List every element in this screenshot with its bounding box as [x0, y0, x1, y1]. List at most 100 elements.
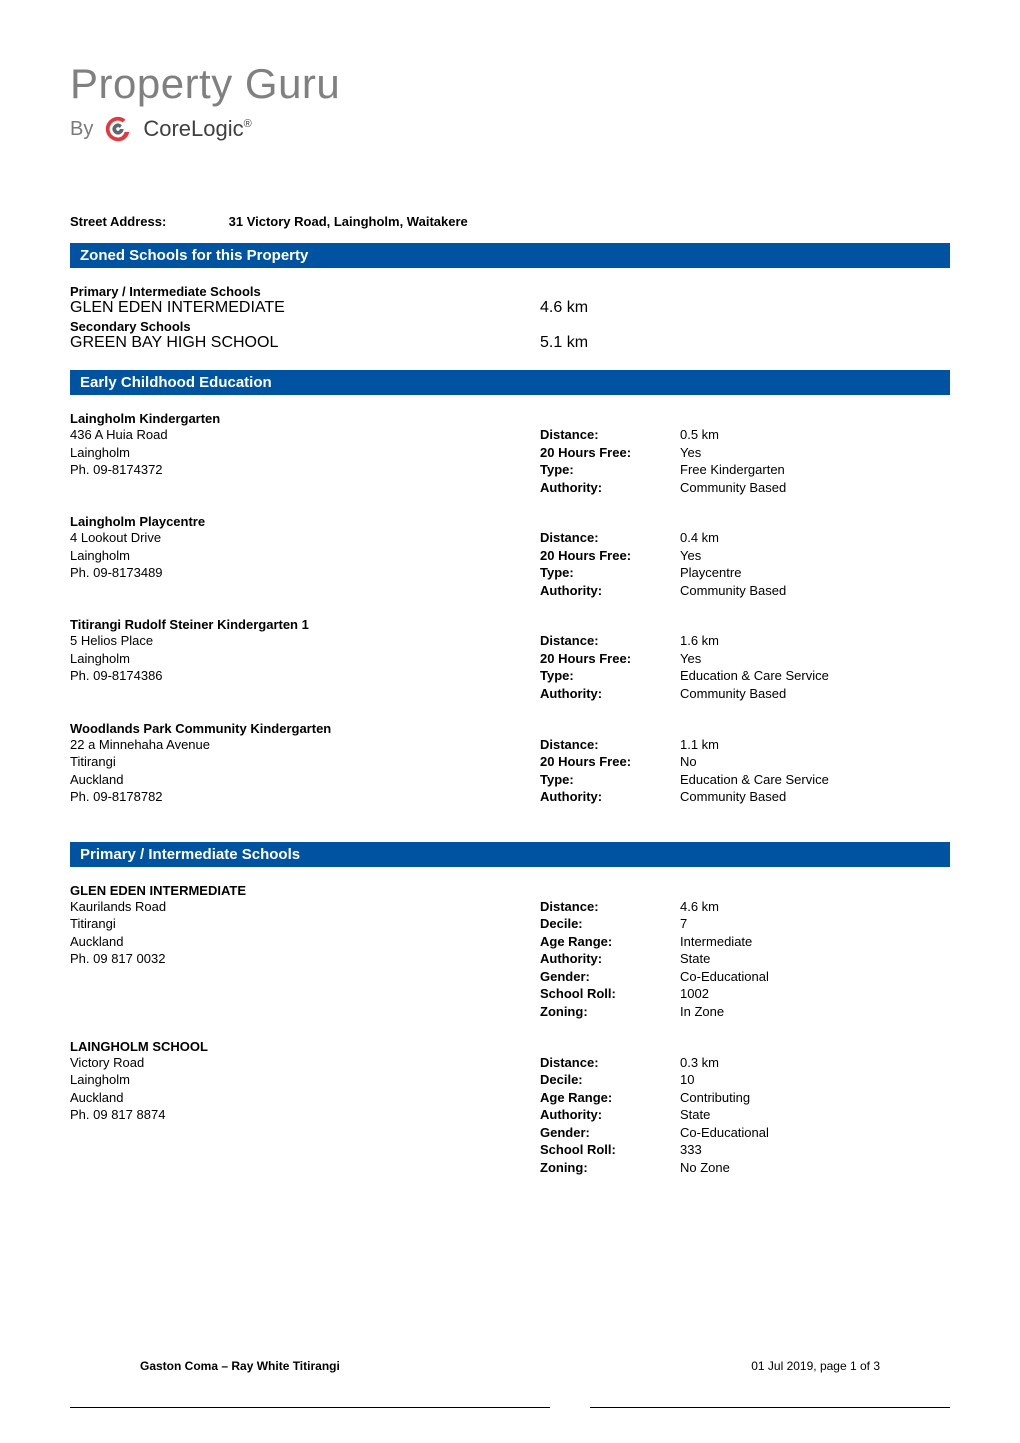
ece-address-line: 22 a Minnehaha Avenue — [70, 736, 540, 754]
zoned-school-name: GLEN EDEN INTERMEDIATE — [70, 299, 540, 317]
ece-item: Laingholm Kindergarten436 A Huia RoadLai… — [70, 411, 950, 496]
ece-item-row: 5 Helios PlaceLaingholmPh. 09-8174386Dis… — [70, 632, 950, 702]
primary-kv-row: Gender:Co-Educational — [540, 1124, 769, 1142]
primary-kv-row: Age Range:Contributing — [540, 1089, 769, 1107]
zoned-school-dist: 4.6 km — [540, 299, 950, 317]
ece-kv-value: Yes — [680, 650, 701, 668]
ece-kv-key: Type: — [540, 667, 680, 685]
ece-kv-key: Authority: — [540, 479, 680, 497]
ece-kv-value: 0.5 km — [680, 426, 719, 444]
primary-address-line: Kaurilands Road — [70, 898, 540, 916]
logo-brand-text: CoreLogic® — [143, 116, 251, 142]
primary-kv-value: 1002 — [680, 985, 709, 1003]
zoned-school-row: GLEN EDEN INTERMEDIATE 4.6 km — [70, 299, 950, 317]
section-bar-primary: Primary / Intermediate Schools — [70, 842, 950, 867]
ece-kv-row: Authority:Community Based — [540, 685, 829, 703]
ece-address-line: Laingholm — [70, 547, 540, 565]
ece-kv-row: Type:Playcentre — [540, 564, 786, 582]
ece-item-address: 22 a Minnehaha AvenueTitirangiAucklandPh… — [70, 736, 540, 806]
primary-school-item: LAINGHOLM SCHOOLVictory RoadLaingholmAuc… — [70, 1039, 950, 1177]
ece-item-details: Distance:1.6 km20 Hours Free:YesType:Edu… — [540, 632, 829, 702]
zoned-schools-block: Primary / Intermediate Schools GLEN EDEN… — [70, 284, 950, 352]
ece-address-line: Auckland — [70, 771, 540, 789]
primary-kv-key: Age Range: — [540, 933, 680, 951]
ece-address-line: 4 Lookout Drive — [70, 529, 540, 547]
primary-kv-row: Age Range:Intermediate — [540, 933, 769, 951]
ece-kv-key: Distance: — [540, 529, 680, 547]
zoned-school-dist: 5.1 km — [540, 334, 950, 352]
primary-kv-key: School Roll: — [540, 1141, 680, 1159]
street-address-value: 31 Victory Road, Laingholm, Waitakere — [229, 214, 468, 229]
primary-school-name: LAINGHOLM SCHOOL — [70, 1039, 950, 1054]
primary-school-address: Victory RoadLaingholmAucklandPh. 09 817 … — [70, 1054, 540, 1177]
ece-kv-row: Distance:0.5 km — [540, 426, 786, 444]
ece-kv-row: Authority:Community Based — [540, 788, 829, 806]
ece-kv-row: Distance:1.6 km — [540, 632, 829, 650]
ece-kv-value: Community Based — [680, 582, 786, 600]
ece-address-line: Laingholm — [70, 650, 540, 668]
primary-kv-value: Contributing — [680, 1089, 750, 1107]
primary-kv-row: Authority:State — [540, 950, 769, 968]
footer-right: 01 Jul 2019, page 1 of 3 — [751, 1359, 880, 1373]
ece-kv-row: Type:Education & Care Service — [540, 771, 829, 789]
primary-kv-row: Authority:State — [540, 1106, 769, 1124]
section-bar-ece: Early Childhood Education — [70, 370, 950, 395]
ece-item-row: 4 Lookout DriveLaingholmPh. 09-8173489Di… — [70, 529, 950, 599]
primary-kv-value: Co-Educational — [680, 1124, 769, 1142]
primary-kv-row: Gender:Co-Educational — [540, 968, 769, 986]
primary-kv-key: Age Range: — [540, 1089, 680, 1107]
zoned-school-name: GREEN BAY HIGH SCHOOL — [70, 334, 540, 352]
primary-kv-key: Distance: — [540, 898, 680, 916]
ece-item-details: Distance:1.1 km20 Hours Free:NoType:Educ… — [540, 736, 829, 806]
ece-kv-key: Distance: — [540, 426, 680, 444]
ece-kv-value: Education & Care Service — [680, 771, 829, 789]
ece-item-details: Distance:0.4 km20 Hours Free:YesType:Pla… — [540, 529, 786, 599]
ece-kv-row: 20 Hours Free:No — [540, 753, 829, 771]
primary-kv-value: In Zone — [680, 1003, 724, 1021]
zoned-group-title: Secondary Schools — [70, 319, 950, 334]
ece-address-line: Ph. 09-8174372 — [70, 461, 540, 479]
ece-item-address: 436 A Huia RoadLaingholmPh. 09-8174372 — [70, 426, 540, 496]
primary-schools-container: GLEN EDEN INTERMEDIATEKaurilands RoadTit… — [70, 883, 950, 1177]
ece-kv-value: Community Based — [680, 788, 786, 806]
primary-address-line: Ph. 09 817 8874 — [70, 1106, 540, 1124]
logo-block: Property Guru By CoreLogic® — [70, 60, 950, 144]
primary-kv-key: Zoning: — [540, 1159, 680, 1177]
section-bar-zoned: Zoned Schools for this Property — [70, 243, 950, 268]
primary-kv-row: Distance:0.3 km — [540, 1054, 769, 1072]
primary-kv-key: Distance: — [540, 1054, 680, 1072]
ece-kv-row: Type:Free Kindergarten — [540, 461, 786, 479]
primary-kv-value: 333 — [680, 1141, 702, 1159]
ece-kv-value: 1.6 km — [680, 632, 719, 650]
ece-item: Titirangi Rudolf Steiner Kindergarten 15… — [70, 617, 950, 702]
primary-address-line: Auckland — [70, 933, 540, 951]
primary-school-row: Kaurilands RoadTitirangiAucklandPh. 09 8… — [70, 898, 950, 1021]
primary-school-details: Distance:0.3 kmDecile:10Age Range:Contri… — [540, 1054, 769, 1177]
ece-kv-key: Authority: — [540, 582, 680, 600]
ece-kv-key: Distance: — [540, 736, 680, 754]
logo-brand-suffix: ® — [244, 118, 252, 130]
zoned-school-row: GREEN BAY HIGH SCHOOL 5.1 km — [70, 334, 950, 352]
ece-kv-key: 20 Hours Free: — [540, 444, 680, 462]
primary-kv-row: Zoning:No Zone — [540, 1159, 769, 1177]
ece-kv-row: 20 Hours Free:Yes — [540, 547, 786, 565]
ece-kv-value: Community Based — [680, 479, 786, 497]
primary-address-line: Titirangi — [70, 915, 540, 933]
ece-kv-key: 20 Hours Free: — [540, 650, 680, 668]
ece-kv-row: Type:Education & Care Service — [540, 667, 829, 685]
ece-kv-value: Free Kindergarten — [680, 461, 785, 479]
ece-item: Laingholm Playcentre4 Lookout DriveLaing… — [70, 514, 950, 599]
ece-kv-key: Authority: — [540, 788, 680, 806]
primary-kv-row: Decile:7 — [540, 915, 769, 933]
primary-kv-value: State — [680, 1106, 710, 1124]
ece-kv-value: 0.4 km — [680, 529, 719, 547]
ece-container: Laingholm Kindergarten436 A Huia RoadLai… — [70, 411, 950, 806]
ece-item-name: Woodlands Park Community Kindergarten — [70, 721, 950, 736]
primary-kv-value: No Zone — [680, 1159, 730, 1177]
ece-item-row: 436 A Huia RoadLaingholmPh. 09-8174372Di… — [70, 426, 950, 496]
ece-address-line: 5 Helios Place — [70, 632, 540, 650]
ece-kv-key: Type: — [540, 771, 680, 789]
primary-school-details: Distance:4.6 kmDecile:7Age Range:Interme… — [540, 898, 769, 1021]
ece-kv-row: Distance:1.1 km — [540, 736, 829, 754]
primary-address-line: Laingholm — [70, 1071, 540, 1089]
